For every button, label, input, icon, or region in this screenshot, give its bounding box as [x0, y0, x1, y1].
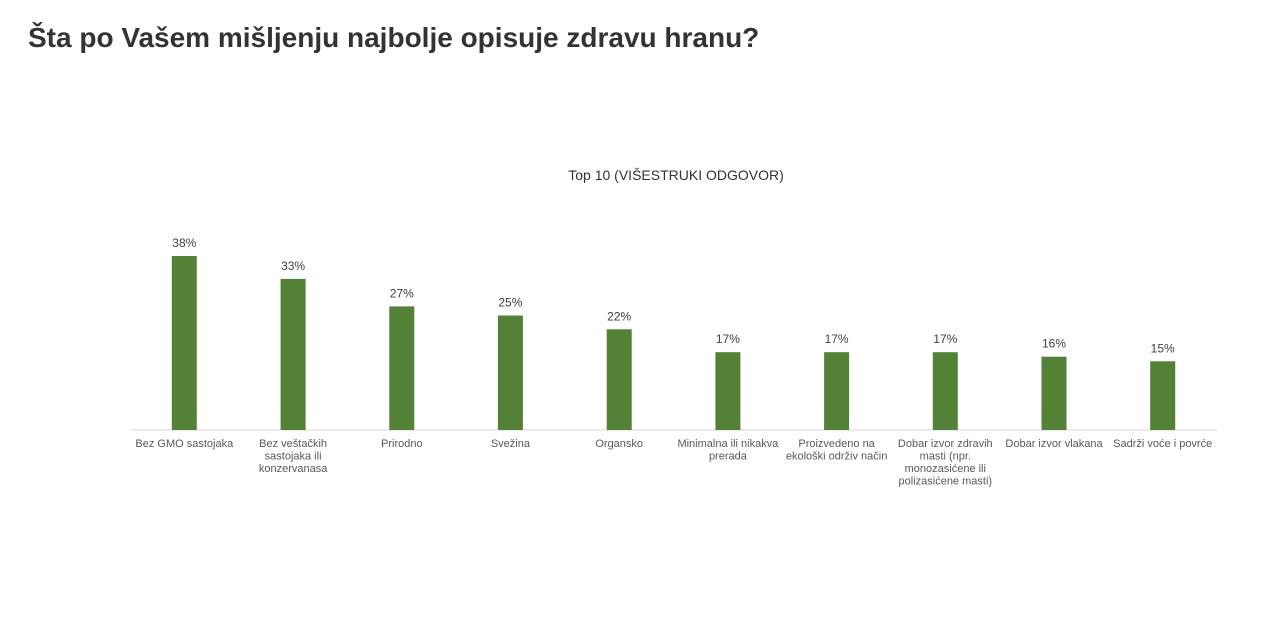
- bar: [389, 306, 415, 430]
- bar: [280, 278, 306, 430]
- data-label: 17%: [825, 332, 849, 346]
- category-label-line: Dobar izvor vlakana: [1005, 438, 1103, 450]
- category-label: Organsko: [595, 438, 643, 450]
- data-label: 17%: [933, 332, 957, 346]
- category-label-line: polizasićene masti): [899, 476, 993, 488]
- bar: [715, 352, 741, 430]
- category-label-line: Proizvedeno na: [798, 438, 875, 450]
- bar: [606, 329, 632, 430]
- category-label-line: Organsko: [595, 438, 643, 450]
- bar: [497, 315, 523, 430]
- data-label: 38%: [172, 236, 196, 250]
- category-label-line: Minimalna ili nikakva: [677, 438, 779, 450]
- chart-title: Top 10 (VIŠESTRUKI ODGOVOR): [568, 167, 784, 183]
- category-label: Dobar izvor vlakana: [1005, 438, 1103, 450]
- category-label-line: monozasićene ili: [905, 463, 986, 475]
- category-label-line: Prirodno: [381, 438, 423, 450]
- category-label: Dobar izvor zdravih masti (npr. monozasiće…: [898, 438, 993, 488]
- page-title: Šta po Vašem mišljenju najbolje opisuje …: [28, 22, 760, 53]
- data-label: 25%: [498, 296, 522, 310]
- value-labels-group: 38% 33% 27% 25% 22% 17% 17% 17% 16% 15%: [172, 236, 1175, 355]
- data-label: 33%: [281, 259, 305, 273]
- data-label: 15%: [1151, 341, 1175, 355]
- category-label-line: ekološki održiv način: [786, 451, 888, 463]
- category-label: Svežina: [491, 438, 531, 450]
- category-label: Prirodno: [381, 438, 423, 450]
- category-label-line: konzervanasa: [259, 463, 328, 475]
- category-label-line: prerada: [709, 451, 748, 463]
- category-label: Bez GMO sastojaka: [135, 438, 234, 450]
- category-labels-group: Bez GMO sastojaka Bez veštačkih sastojaka …: [135, 438, 1212, 488]
- category-label-line: Dobar izvor zdravih: [898, 438, 993, 450]
- category-label-line: Sadrži voće i povrće: [1113, 438, 1212, 450]
- bar: [824, 352, 850, 430]
- category-label: Proizvedeno na ekološki održiv način: [786, 438, 888, 463]
- data-label: 16%: [1042, 337, 1066, 351]
- category-label: Bez veštačkih sastojaka ili konzervanasa: [259, 438, 328, 475]
- category-label: Minimalna ili nikakva prerada: [677, 438, 779, 463]
- data-label: 17%: [716, 332, 740, 346]
- category-label-line: Svežina: [491, 438, 531, 450]
- bar: [932, 352, 958, 430]
- bar: [1150, 361, 1176, 430]
- category-label-line: Bez veštačkih: [259, 438, 327, 450]
- bar: [171, 256, 197, 430]
- category-label-line: sastojaka ili: [265, 451, 322, 463]
- bars-group: [171, 256, 1176, 430]
- bar: [1041, 356, 1067, 430]
- category-label: Sadrži voće i povrće: [1113, 438, 1212, 450]
- category-label-line: masti (npr.: [920, 451, 971, 463]
- data-label: 27%: [390, 286, 414, 300]
- category-label-line: Bez GMO sastojaka: [135, 438, 234, 450]
- data-label: 22%: [607, 309, 631, 323]
